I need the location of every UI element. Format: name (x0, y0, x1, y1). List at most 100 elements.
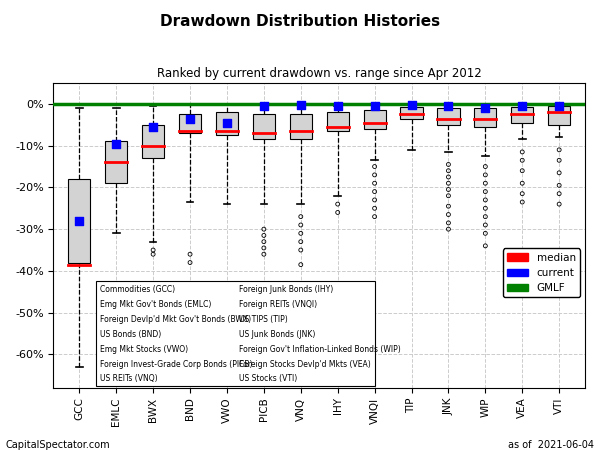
Bar (548, 106, 570, 125)
Point (148, 247, 158, 254)
Point (296, 102, 305, 109)
Point (517, 180, 527, 187)
Bar (474, 108, 496, 127)
Point (554, 103, 564, 110)
Point (333, 201, 343, 208)
Point (148, 123, 158, 130)
Point (517, 103, 527, 110)
Point (443, 167, 453, 174)
Point (517, 167, 527, 174)
Point (481, 163, 490, 170)
Text: Foreign Junk Bonds (IHY): Foreign Junk Bonds (IHY) (239, 285, 333, 294)
Text: Foreign Stocks Devlp'd Mkts (VEA): Foreign Stocks Devlp'd Mkts (VEA) (239, 360, 371, 369)
Point (443, 202, 453, 210)
Point (222, 119, 232, 126)
Bar (179, 114, 201, 133)
Point (296, 238, 305, 245)
Point (185, 251, 195, 258)
Legend: median, current, GMLF: median, current, GMLF (503, 248, 580, 297)
Point (370, 188, 379, 195)
Point (481, 180, 490, 187)
Point (370, 103, 379, 110)
Point (481, 242, 490, 249)
Point (554, 157, 564, 164)
Point (370, 213, 379, 220)
Bar (216, 112, 238, 135)
Text: US TIPS (TIP): US TIPS (TIP) (239, 315, 288, 324)
Point (296, 221, 305, 229)
Point (517, 148, 527, 156)
Point (481, 188, 490, 195)
Text: Foreign Devlp'd Mkt Gov't Bonds (BWX): Foreign Devlp'd Mkt Gov't Bonds (BWX) (100, 315, 251, 324)
Point (443, 211, 453, 218)
Point (554, 146, 564, 153)
Text: US Bonds (BND): US Bonds (BND) (100, 330, 161, 339)
Point (296, 213, 305, 220)
Point (185, 115, 195, 122)
Text: US Stocks (VTI): US Stocks (VTI) (239, 374, 297, 383)
Point (259, 238, 269, 245)
Point (370, 180, 379, 187)
Point (296, 230, 305, 237)
Point (554, 201, 564, 208)
Point (185, 259, 195, 266)
Point (259, 103, 269, 110)
Bar (511, 107, 533, 123)
Point (296, 247, 305, 254)
Point (443, 173, 453, 180)
Text: CapitalSpectator.com: CapitalSpectator.com (6, 440, 110, 450)
Text: Emg Mkt Stocks (VWO): Emg Mkt Stocks (VWO) (100, 345, 188, 354)
Point (443, 186, 453, 193)
Bar (290, 114, 312, 140)
Point (296, 261, 305, 268)
Point (443, 192, 453, 199)
Point (370, 171, 379, 179)
Point (259, 251, 269, 258)
Bar (253, 114, 275, 140)
Point (259, 244, 269, 252)
Point (333, 103, 343, 110)
Text: Foreign Invest-Grade Corp Bonds (PICB): Foreign Invest-Grade Corp Bonds (PICB) (100, 360, 252, 369)
Point (443, 219, 453, 226)
Bar (400, 107, 422, 118)
Bar (364, 110, 386, 129)
Point (443, 180, 453, 187)
Text: US REITs (VNQ): US REITs (VNQ) (100, 374, 157, 383)
Bar (105, 141, 127, 183)
Text: Foreign REITs (VNQI): Foreign REITs (VNQI) (239, 300, 317, 309)
Point (259, 232, 269, 239)
Bar (96, 281, 374, 386)
Text: Drawdown Distribution Histories: Drawdown Distribution Histories (160, 14, 440, 28)
Bar (142, 125, 164, 158)
Point (481, 230, 490, 237)
Text: US Junk Bonds (JNK): US Junk Bonds (JNK) (239, 330, 316, 339)
Text: Foreign Gov't Inflation-Linked Bonds (WIP): Foreign Gov't Inflation-Linked Bonds (WI… (239, 345, 401, 354)
Point (443, 161, 453, 168)
Point (112, 140, 121, 147)
Point (481, 213, 490, 220)
Point (74, 217, 84, 225)
Text: Emg Mkt Gov't Bonds (EMLC): Emg Mkt Gov't Bonds (EMLC) (100, 300, 211, 309)
Text: Commodities (GCC): Commodities (GCC) (100, 285, 175, 294)
Point (554, 169, 564, 176)
Point (333, 209, 343, 216)
Title: Ranked by current drawdown vs. range since Apr 2012: Ranked by current drawdown vs. range sin… (157, 68, 482, 81)
Point (554, 182, 564, 189)
Point (370, 205, 379, 212)
Bar (437, 108, 460, 125)
Point (481, 221, 490, 229)
Point (407, 102, 416, 109)
Point (443, 103, 453, 110)
Point (481, 196, 490, 203)
Point (481, 171, 490, 179)
Point (517, 198, 527, 206)
Point (148, 251, 158, 258)
Point (554, 190, 564, 197)
Point (370, 196, 379, 203)
Point (481, 205, 490, 212)
Point (517, 157, 527, 164)
Point (259, 225, 269, 233)
Point (443, 225, 453, 233)
Point (481, 104, 490, 112)
Point (370, 163, 379, 170)
